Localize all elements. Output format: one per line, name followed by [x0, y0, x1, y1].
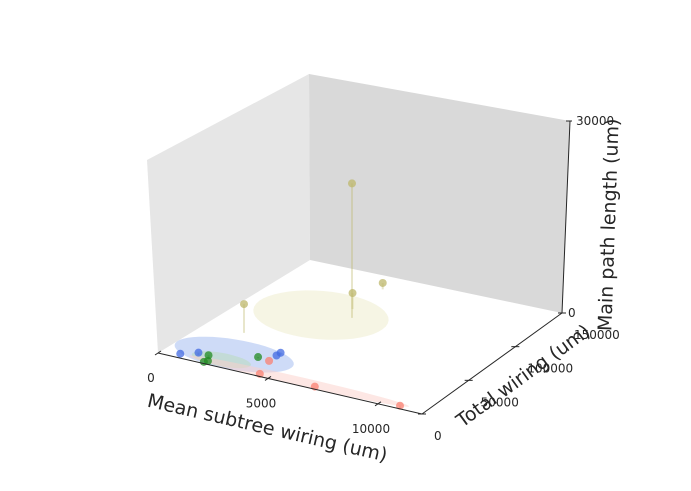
series-1-point-2: [204, 351, 213, 360]
floor-ellipses: [174, 290, 410, 407]
z-axis-label: Main path length (um): [594, 118, 623, 331]
x-tick-label-0: 0: [147, 371, 155, 385]
y-axis-label: Total wiring (um): [452, 320, 595, 432]
data-points: [176, 179, 404, 410]
series-0-point-1: [194, 348, 203, 357]
y-tick-label-0: 0: [434, 429, 442, 443]
series-2-point-3: [396, 401, 404, 410]
z-axis-line: [561, 120, 571, 314]
x-tick-mark-0: [154, 350, 162, 356]
y-axis-line: [421, 312, 563, 415]
z-tick-label-1: 30000: [576, 114, 614, 128]
x-tick-label-1: 5000: [246, 396, 277, 410]
series-3-spread-ellipse: [253, 290, 389, 340]
series-0-spread-ellipse: [174, 336, 294, 373]
x-tick-mark-2: [374, 401, 382, 407]
series-0-point-0: [176, 349, 185, 358]
series-3-point-3: [378, 278, 387, 287]
series-2-spread-ellipse: [189, 355, 410, 407]
y-tick-label-1: 50000: [481, 395, 519, 409]
z-tick-label-0: 0: [568, 306, 576, 320]
series-2-point-1: [265, 356, 274, 365]
left-pane: [147, 74, 310, 353]
back-pane: [309, 74, 570, 313]
series-1-point-3: [254, 353, 263, 362]
y-tick-label-2: 100000: [527, 362, 573, 376]
series-0-point-3: [276, 348, 285, 357]
series-3-point-2: [348, 289, 357, 298]
y-tick-label-3: 150000: [574, 328, 620, 342]
x-tick-mark-1: [264, 376, 272, 381]
series-3-point-0: [240, 300, 248, 309]
x-tick-label-2: 10000: [352, 422, 390, 436]
series-3-point-1: [348, 179, 356, 188]
